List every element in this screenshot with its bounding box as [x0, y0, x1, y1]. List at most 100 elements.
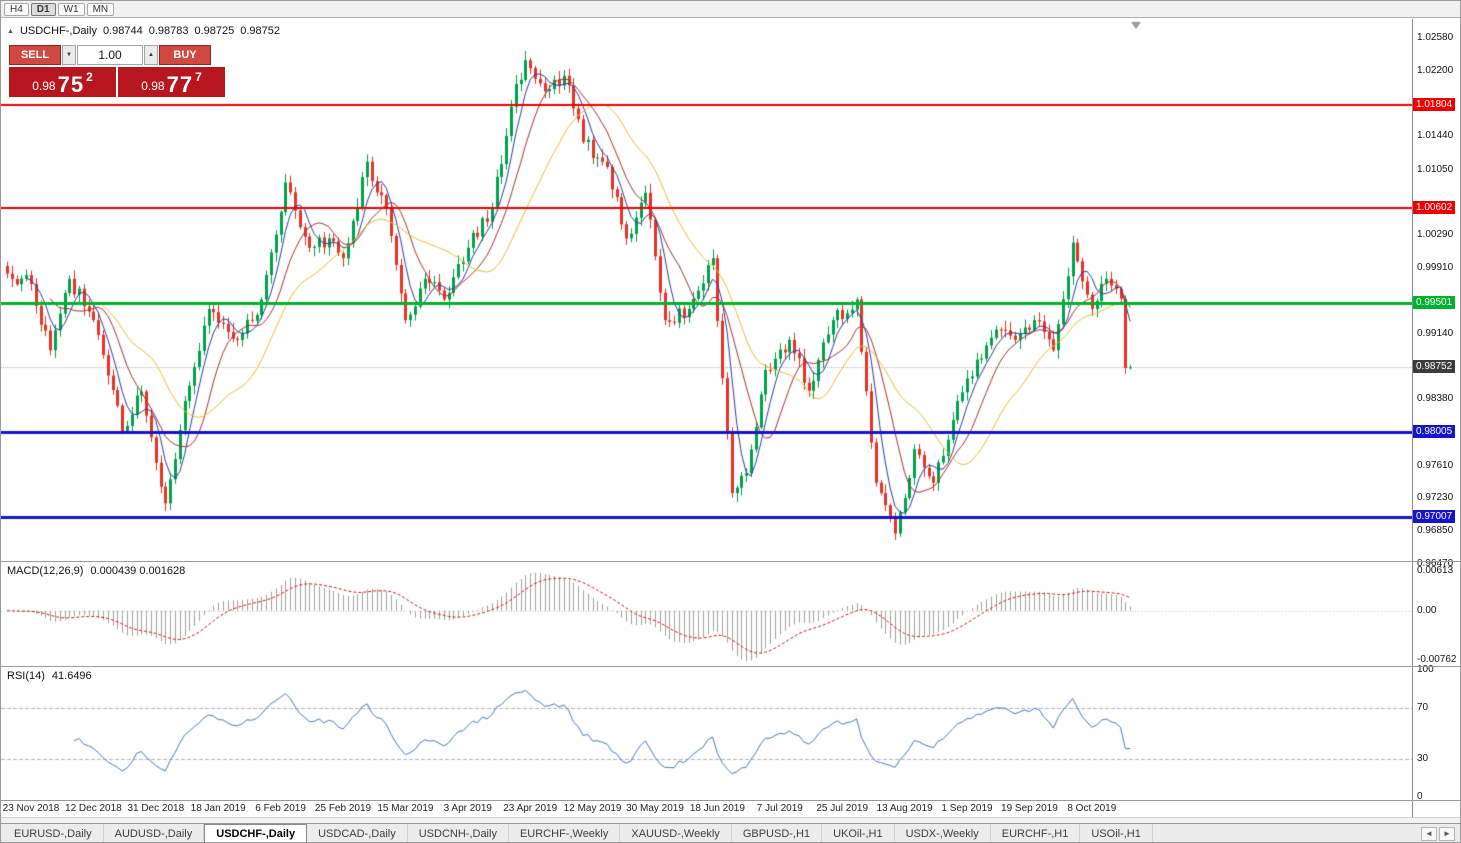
chart-tab-ukoil-h1[interactable]: UKOil-,H1 [822, 824, 895, 842]
chart-collapse-icon[interactable]: ▲ [7, 27, 14, 35]
rsi-axis-label: 0 [1417, 791, 1423, 802]
trade-prices-row: 0.98 75 2 0.98 77 7 [9, 67, 227, 97]
macd-axis-label: 0.00 [1417, 604, 1437, 616]
macd-chart-canvas[interactable] [1, 562, 1412, 666]
chart-tab-usdcad-daily[interactable]: USDCAD-,Daily [307, 824, 408, 842]
price-axis-tick: 1.01050 [1417, 163, 1454, 175]
price-axis[interactable]: 1.02580 1.02200 1.01440 1.01050 1.00290 0.999… [1412, 19, 1460, 817]
price-level-tag: 1.01804 [1413, 97, 1456, 111]
panel-divider[interactable] [1, 666, 1460, 667]
macd-axis-label: 0.00613 [1417, 564, 1454, 576]
price-axis-tick: 0.96850 [1417, 524, 1454, 536]
sell-price-big: 75 [57, 72, 85, 97]
rsi-title: RSI(14) [7, 670, 45, 682]
price-axis-tick: 1.02580 [1417, 31, 1454, 43]
chart-symbol-header: ▲ USDCHF-,Daily 0.98744 0.98783 0.98725 … [7, 25, 280, 37]
triangle-down-icon: ▼ [66, 52, 72, 58]
tab-scroll-right-button[interactable]: ► [1439, 827, 1455, 841]
chart-tab-eurchf-h1[interactable]: EURCHF-,H1 [991, 824, 1081, 842]
sell-price-display[interactable]: 0.98 75 2 [9, 67, 116, 97]
rsi-label: RSI(14) 41.6496 [7, 670, 92, 682]
rsi-axis-label: 100 [1417, 664, 1434, 675]
chart-tab-usdcnh-daily[interactable]: USDCNH-,Daily [408, 824, 509, 842]
volume-decrease-button[interactable]: ▼ [62, 45, 76, 65]
chart-tab-usdchf-daily[interactable]: USDCHF-,Daily [204, 824, 308, 842]
rsi-axis-label: 70 [1417, 702, 1429, 714]
price-axis-tick: 0.99910 [1417, 261, 1454, 273]
price-axis-tick: 0.97610 [1417, 459, 1454, 471]
chart-tab-eurchf-weekly[interactable]: EURCHF-,Weekly [509, 824, 621, 842]
date-axis-label: 8 Oct 2019 [1067, 803, 1117, 814]
macd-axis-label: -0.00762 [1417, 654, 1457, 666]
price-axis-tick: 0.96470 [1417, 557, 1454, 569]
sell-price-prefix: 0.98 [32, 79, 56, 93]
price-axis-tick: 1.02200 [1417, 64, 1454, 76]
date-axis-label: 12 May 2019 [563, 803, 622, 814]
chart-tab-bar: EURUSD-,Daily AUDUSD-,Daily USDCHF-,Daily U… [1, 823, 1460, 842]
date-axis-label: 19 Sep 2019 [1001, 803, 1058, 814]
buy-price-display[interactable]: 0.98 77 7 [118, 67, 225, 97]
price-axis-tick: 0.99140 [1417, 327, 1454, 339]
triangle-up-icon: ▲ [148, 52, 154, 58]
buy-price-big: 77 [166, 72, 194, 97]
chart-tab-usdx-weekly[interactable]: USDX-,Weekly [895, 824, 991, 842]
ohlc-high-value: 0.98783 [148, 25, 189, 37]
date-axis-label: 18 Jan 2019 [190, 803, 246, 814]
tab-scroll-buttons: ◄ ► [1421, 824, 1460, 842]
candlestick-chart-canvas[interactable] [1, 19, 1412, 561]
timeframe-button-w1[interactable]: W1 [57, 2, 85, 16]
buy-button[interactable]: BUY [159, 45, 211, 65]
macd-label: MACD(12,26,9) 0.000439 0.001628 [7, 565, 185, 577]
horizontal-scrollbar[interactable] [1, 817, 1460, 823]
timeframe-button-h4[interactable]: H4 [4, 2, 29, 16]
tab-scroll-left-button[interactable]: ◄ [1421, 827, 1437, 841]
sell-button[interactable]: SELL [9, 45, 61, 65]
buy-price-prefix: 0.98 [141, 79, 165, 93]
price-axis-tick: 1.00290 [1417, 228, 1454, 240]
rsi-axis-label: 30 [1417, 752, 1429, 764]
date-axis-label: 12 Dec 2018 [65, 803, 122, 814]
date-axis-label: 25 Feb 2019 [314, 803, 372, 814]
price-level-tag: 0.99501 [1413, 295, 1456, 309]
date-axis-label: 7 Jul 2019 [756, 803, 803, 814]
timeframe-button-d1[interactable]: D1 [30, 2, 56, 16]
chart-tab-eurusd-daily[interactable]: EURUSD-,Daily [3, 824, 104, 842]
panel-divider[interactable] [1, 561, 1460, 562]
volume-input[interactable] [77, 45, 143, 65]
macd-indicator-panel: MACD(12,26,9) 0.000439 0.001628 [1, 562, 1412, 666]
chart-tab-xauusd-weekly[interactable]: XAUUSD-,Weekly [620, 824, 732, 842]
date-axis-label: 30 May 2019 [626, 803, 684, 814]
price-axis-tick: 0.98380 [1417, 393, 1454, 405]
date-axis-label: 18 Jun 2019 [689, 803, 745, 814]
ohlc-low-value: 0.98725 [194, 25, 235, 37]
ohlc-open-value: 0.98744 [102, 25, 143, 37]
buy-price-sup: 7 [195, 70, 202, 84]
trade-controls-row: SELL ▼ ▲ BUY [9, 45, 227, 65]
price-level-tag: 0.98005 [1413, 424, 1456, 438]
date-axis: 23 Nov 2018 12 Dec 2018 31 Dec 2018 18 Jan … [1, 801, 1412, 817]
price-axis-tick: 1.01440 [1417, 130, 1454, 141]
date-axis-label: 15 Mar 2019 [377, 803, 434, 814]
chart-tab-usoil-h1[interactable]: USOil-,H1 [1080, 824, 1153, 842]
price-level-tag: 0.97007 [1413, 510, 1456, 524]
date-axis-label: 13 Aug 2019 [876, 803, 933, 814]
timeframe-toolbar: H4 D1 W1 MN [1, 1, 1460, 18]
volume-increase-button[interactable]: ▲ [144, 45, 158, 65]
date-axis-label: 6 Feb 2019 [255, 803, 306, 814]
date-axis-label: 23 Apr 2019 [503, 803, 558, 814]
price-level-tag: 1.00602 [1413, 201, 1456, 215]
price-axis-tick: 0.97230 [1417, 492, 1454, 504]
macd-title: MACD(12,26,9) [7, 565, 84, 577]
rsi-indicator-panel: RSI(14) 41.6496 [1, 667, 1412, 800]
date-axis-label: 1 Sep 2019 [941, 803, 993, 814]
timeframe-button-mn[interactable]: MN [86, 2, 115, 16]
rsi-current-value: 41.6496 [51, 670, 92, 682]
chart-tab-gbpusd-h1[interactable]: GBPUSD-,H1 [732, 824, 823, 842]
date-axis-label: 25 Jul 2019 [816, 803, 869, 814]
ohlc-close-value: 0.98752 [240, 25, 280, 37]
chart-tab-audusd-daily[interactable]: AUDUSD-,Daily [104, 824, 205, 842]
rsi-chart-canvas[interactable] [1, 667, 1412, 800]
price-level-tag: 0.98752 [1413, 360, 1456, 374]
